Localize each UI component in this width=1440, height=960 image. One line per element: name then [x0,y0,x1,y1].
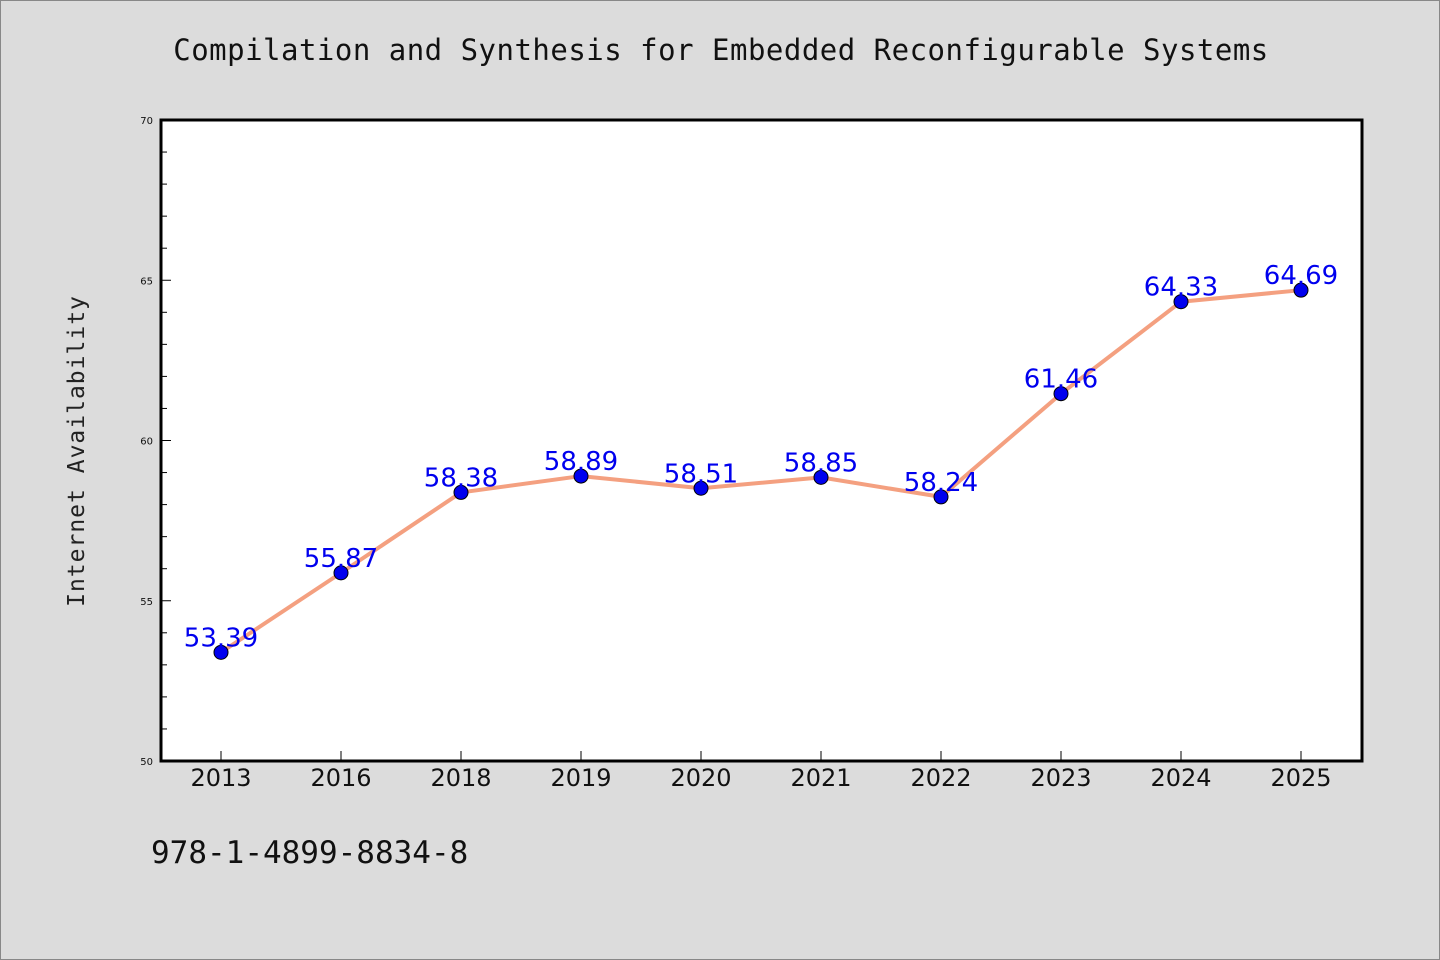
data-labels: 53.39 55.87 58.38 58.89 58.51 58.85 58.24 61.46… [184,261,1338,653]
data-point [933,489,949,505]
data-point [693,480,709,496]
data-point [573,468,589,484]
footer-code: 978-1-4899-8834-8 [151,835,469,871]
series-markers [213,282,1309,660]
data-label: 58.38 [424,463,498,493]
data-point [1293,282,1309,298]
data-point [813,469,829,485]
y-tick-label: 70 [140,116,153,127]
x-axis: 2013 2016 2018 2019 2020 2021 2022 2023 2024 2025 [190,751,1332,792]
data-label: 58.85 [784,448,858,478]
data-label: 58.89 [544,447,618,477]
data-label: 53.39 [184,623,258,653]
data-point [1053,386,1069,402]
data-label: 64.69 [1264,261,1338,291]
data-label: 58.51 [664,459,738,489]
plot-area [159,118,1364,763]
data-label: 61.46 [1024,365,1098,395]
x-tick-label: 2023 [1030,764,1091,792]
x-tick-label: 2024 [1150,764,1211,792]
data-label: 58.24 [904,468,978,498]
y-tick-label: 50 [140,757,153,768]
series-line [219,288,1303,655]
x-tick-label: 2025 [1270,764,1331,792]
y-tick-label: 55 [140,597,153,608]
x-tick-label: 2013 [190,764,251,792]
x-tick-label: 2020 [670,764,731,792]
data-point [333,565,349,581]
data-point [453,484,469,500]
data-label: 55.87 [304,544,378,574]
x-tick-label: 2016 [310,764,371,792]
data-label: 64.33 [1144,273,1218,303]
data-point [1173,294,1189,310]
x-tick-label: 2022 [910,764,971,792]
x-tick-label: 2018 [430,764,491,792]
x-tick-label: 2019 [550,764,611,792]
data-point [213,644,229,660]
x-tick-label: 2021 [790,764,851,792]
y-tick-label: 65 [140,276,153,287]
chart-title: Compilation and Synthesis for Embedded R… [173,33,1269,67]
y-tick-label: 60 [140,437,153,448]
y-axis: 50 55 60 65 70 [140,116,171,768]
